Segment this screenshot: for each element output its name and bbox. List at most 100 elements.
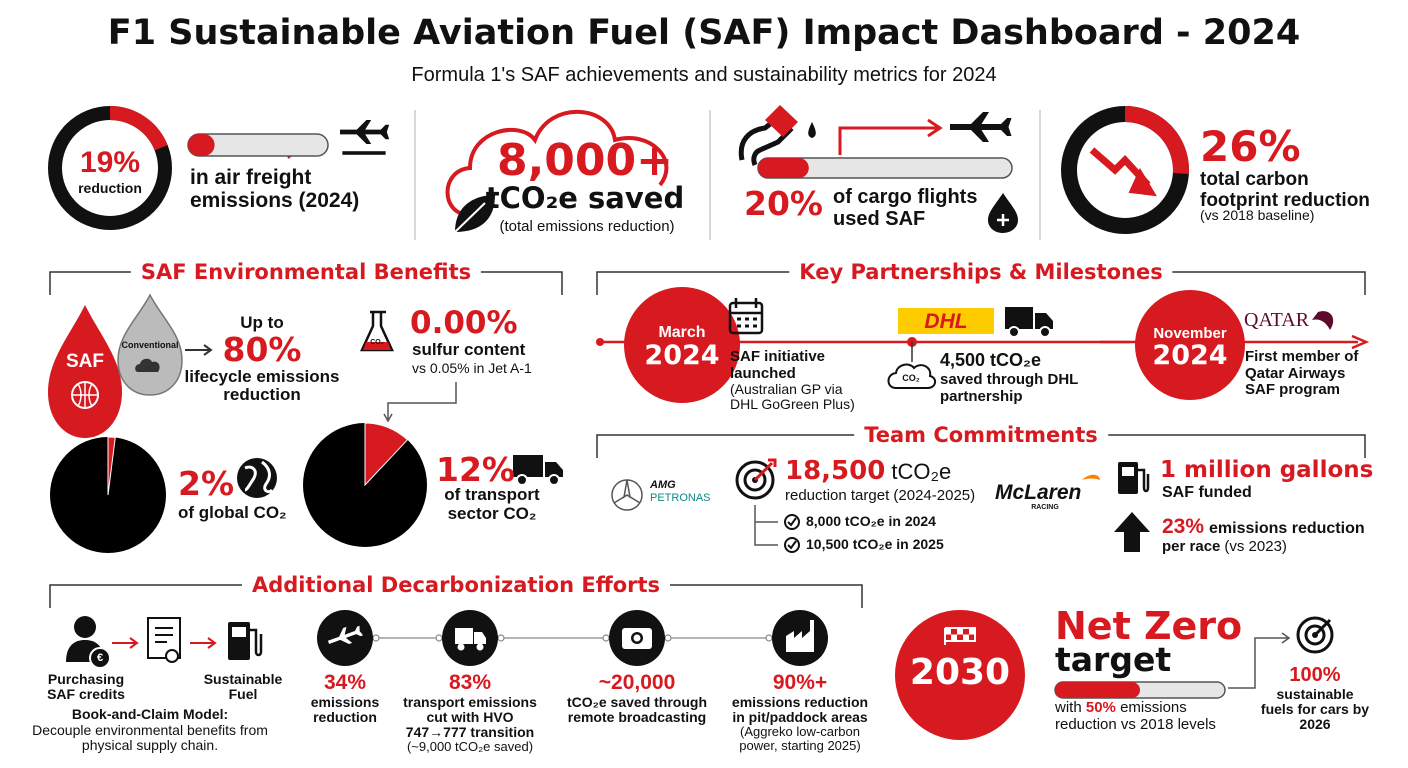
flow-arrows bbox=[190, 637, 217, 649]
per-race: per race (vs 2023) bbox=[1162, 538, 1287, 556]
note: (Australian GP via DHL GoGreen Plus) bbox=[730, 381, 855, 413]
goal-bracket bbox=[1228, 632, 1291, 689]
connector bbox=[383, 382, 457, 423]
drop-plus-icon bbox=[988, 193, 1018, 233]
kpi-value: 26% bbox=[1200, 122, 1301, 171]
conventional-drop bbox=[117, 293, 183, 396]
dhl-logo bbox=[898, 308, 994, 334]
milestone-circles bbox=[1135, 290, 1245, 400]
plane-icon bbox=[950, 112, 1012, 142]
truck-icon bbox=[545, 462, 563, 477]
model-title: Book-and-Claim Model: bbox=[71, 706, 229, 722]
headline: 83% bbox=[448, 671, 492, 694]
progress-bar bbox=[758, 158, 809, 178]
timeline bbox=[1351, 334, 1370, 350]
share-value: 12% bbox=[436, 450, 515, 489]
headline: 34% bbox=[323, 671, 367, 694]
title: Net Zero bbox=[1055, 604, 1243, 648]
tree-lines bbox=[754, 505, 778, 546]
truck-icon bbox=[1008, 326, 1020, 338]
flow-arrow bbox=[185, 344, 213, 356]
cargo-arrow bbox=[838, 118, 943, 155]
milestone-circles bbox=[624, 287, 740, 403]
kpi-text: of cargo flights used SAF bbox=[833, 186, 978, 230]
target-icon bbox=[1313, 618, 1332, 637]
globe-icon bbox=[244, 460, 274, 494]
mclaren-swoosh bbox=[1082, 474, 1100, 480]
plane-icon bbox=[342, 151, 386, 155]
icon-label: CO₂ bbox=[902, 373, 920, 383]
section-title: Team Commitments bbox=[854, 423, 1108, 448]
dashboard: 90%+ emissions reduction in pit/paddock a… bbox=[725, 671, 875, 753]
tree-lines bbox=[754, 505, 778, 546]
leaf-icon bbox=[454, 202, 486, 233]
flow-label: Purchasing SAF credits bbox=[47, 671, 125, 703]
flag-circle bbox=[945, 628, 975, 641]
kpi-text: in air freight emissions (2024) bbox=[190, 166, 360, 213]
text: sustainable fuels for cars by 2026 bbox=[1260, 685, 1370, 732]
text: emissions reduction bbox=[310, 693, 380, 725]
text: emissions reduction bbox=[1209, 520, 1365, 537]
drop-plus-icon bbox=[988, 193, 1018, 233]
certificate-icon bbox=[147, 617, 181, 659]
drop-label: Conventional bbox=[121, 340, 179, 350]
flow-label: Sustainable Fuel bbox=[203, 671, 283, 703]
year: 2024 bbox=[1152, 340, 1228, 371]
target-icon bbox=[1304, 624, 1326, 646]
kpi-text: tCO₂e saved bbox=[485, 181, 685, 215]
icon-label: € bbox=[96, 652, 104, 664]
share-value: 2% bbox=[178, 464, 235, 503]
model-text: Decouple environmental benefits from phy… bbox=[32, 722, 268, 754]
kpi-value: 8,000+ bbox=[496, 135, 674, 186]
logo-text: PETRONAS bbox=[650, 492, 711, 504]
saf-drop bbox=[48, 305, 122, 438]
subtitle: target bbox=[1055, 640, 1172, 679]
share-text: of transport sector CO₂ bbox=[444, 485, 540, 523]
logo-text: RACING bbox=[1031, 504, 1059, 511]
kpi-text: total carbon footprint reduction bbox=[1200, 169, 1370, 211]
co2-cloud-icon bbox=[887, 363, 936, 389]
mercedes-logo bbox=[611, 479, 643, 511]
target-icon bbox=[1296, 616, 1334, 654]
step-connectors bbox=[372, 634, 773, 642]
step-icons bbox=[474, 632, 486, 644]
kpi-caption: reduction bbox=[78, 180, 142, 196]
dashboard: Up to 80% lifecycle emissions reduction bbox=[182, 313, 342, 405]
dashboard: 34% emissions reduction bbox=[285, 671, 405, 725]
text: emissions reduction in pit/paddock areas bbox=[731, 693, 869, 725]
year: 2024 bbox=[644, 340, 720, 371]
certificate-icon bbox=[155, 627, 173, 643]
fuel-pump-icon bbox=[1118, 462, 1150, 494]
fuel-pump-icon bbox=[1118, 462, 1138, 494]
headline: 18,500 bbox=[785, 456, 886, 486]
target-icon bbox=[1296, 616, 1334, 654]
step-icons bbox=[327, 625, 364, 645]
flask-icon bbox=[360, 310, 394, 352]
text: per race bbox=[1162, 538, 1221, 555]
text: lifecycle emissions reduction bbox=[184, 366, 340, 405]
headline: 1 million gallons bbox=[1160, 457, 1374, 483]
person-icon bbox=[66, 616, 111, 669]
dashboard: 100% sustainable fuels for cars by 2026 bbox=[1260, 664, 1370, 732]
target-icon bbox=[753, 458, 777, 482]
progress-label: 50% bbox=[1085, 699, 1116, 716]
step-icons bbox=[327, 625, 364, 645]
dashboard: 83% transport emissions cut with HVO 747→… bbox=[400, 671, 540, 754]
text: sulfur content bbox=[412, 340, 526, 359]
note: vs 0.05% in Jet A-1 bbox=[412, 360, 532, 376]
fuel-pump-icon bbox=[232, 627, 246, 637]
step-icons bbox=[457, 643, 465, 651]
calendar-icon bbox=[728, 301, 764, 335]
mercedes-logo bbox=[613, 479, 641, 504]
flow-arrows bbox=[112, 637, 217, 649]
separators bbox=[414, 110, 1041, 240]
cargo-arrow bbox=[838, 118, 943, 155]
down-arrow-icon bbox=[1128, 167, 1157, 197]
milestone-circles bbox=[624, 287, 1245, 403]
note: (~9,000 tCO₂e saved) bbox=[406, 739, 534, 754]
year: 2030 bbox=[909, 652, 1011, 693]
plane-icon bbox=[950, 112, 1012, 142]
